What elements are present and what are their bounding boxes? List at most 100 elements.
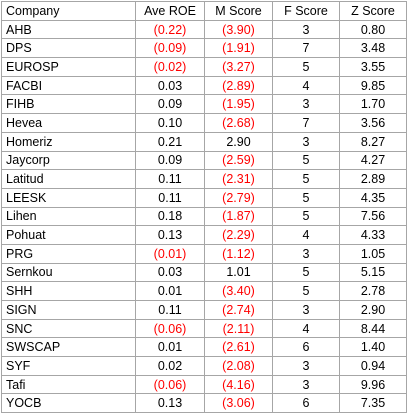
f-score-cell[interactable]: 7 — [272, 38, 340, 59]
m-score-cell[interactable]: (3.40) — [204, 281, 273, 301]
ave-roe-cell[interactable]: 0.11 — [135, 169, 205, 189]
m-score-cell[interactable]: (2.08) — [204, 356, 273, 376]
m-score-cell[interactable]: (2.89) — [204, 75, 273, 96]
z-score-cell[interactable]: 2.90 — [339, 300, 407, 320]
m-score-cell[interactable]: (3.27) — [204, 57, 273, 77]
m-score-cell[interactable]: 2.90 — [204, 131, 273, 152]
z-score-cell[interactable]: 0.80 — [339, 19, 407, 40]
f-score-cell[interactable]: 4 — [272, 75, 340, 96]
company-cell[interactable]: Jaycorp — [1, 150, 136, 171]
f-score-cell[interactable]: 5 — [272, 57, 340, 77]
z-score-cell[interactable]: 5.15 — [339, 262, 407, 283]
ave-roe-cell[interactable]: 0.18 — [135, 206, 205, 227]
z-score-cell[interactable]: 7.35 — [339, 393, 407, 413]
f-score-cell[interactable]: 3 — [272, 374, 340, 395]
company-cell[interactable]: Hevea — [1, 113, 136, 133]
header-z-score[interactable]: Z Score — [339, 1, 407, 21]
z-score-cell[interactable]: 1.40 — [339, 337, 407, 358]
z-score-cell[interactable]: 4.35 — [339, 187, 407, 208]
ave-roe-cell[interactable]: 0.01 — [135, 281, 205, 301]
m-score-cell[interactable]: (3.06) — [204, 393, 273, 413]
f-score-cell[interactable]: 3 — [272, 131, 340, 152]
f-score-cell[interactable]: 6 — [272, 337, 340, 358]
m-score-cell[interactable]: 1.01 — [204, 262, 273, 283]
company-cell[interactable]: AHB — [1, 19, 136, 40]
z-score-cell[interactable]: 3.48 — [339, 38, 407, 59]
m-score-cell[interactable]: (2.79) — [204, 187, 273, 208]
company-cell[interactable]: SHH — [1, 281, 136, 301]
ave-roe-cell[interactable]: 0.03 — [135, 75, 205, 96]
f-score-cell[interactable]: 3 — [272, 94, 340, 115]
f-score-cell[interactable]: 3 — [272, 356, 340, 376]
z-score-cell[interactable]: 1.05 — [339, 243, 407, 264]
ave-roe-cell[interactable]: 0.02 — [135, 356, 205, 376]
m-score-cell[interactable]: (1.87) — [204, 206, 273, 227]
m-score-cell[interactable]: (2.61) — [204, 337, 273, 358]
m-score-cell[interactable]: (2.31) — [204, 169, 273, 189]
m-score-cell[interactable]: (1.91) — [204, 38, 273, 59]
m-score-cell[interactable]: (2.29) — [204, 225, 273, 245]
m-score-cell[interactable]: (1.12) — [204, 243, 273, 264]
f-score-cell[interactable]: 3 — [272, 243, 340, 264]
company-cell[interactable]: Homeriz — [1, 131, 136, 152]
header-ave-roe[interactable]: Ave ROE — [135, 1, 205, 21]
company-cell[interactable]: EUROSP — [1, 57, 136, 77]
z-score-cell[interactable]: 9.96 — [339, 374, 407, 395]
ave-roe-cell[interactable]: 0.09 — [135, 94, 205, 115]
f-score-cell[interactable]: 5 — [272, 281, 340, 301]
f-score-cell[interactable]: 5 — [272, 150, 340, 171]
company-cell[interactable]: SIGN — [1, 300, 136, 320]
z-score-cell[interactable]: 4.27 — [339, 150, 407, 171]
company-cell[interactable]: SNC — [1, 318, 136, 339]
ave-roe-cell[interactable]: (0.09) — [135, 38, 205, 59]
ave-roe-cell[interactable]: 0.01 — [135, 337, 205, 358]
company-cell[interactable]: Sernkou — [1, 262, 136, 283]
m-score-cell[interactable]: (4.16) — [204, 374, 273, 395]
m-score-cell[interactable]: (3.90) — [204, 19, 273, 40]
company-cell[interactable]: SWSCAP — [1, 337, 136, 358]
z-score-cell[interactable]: 3.56 — [339, 113, 407, 133]
ave-roe-cell[interactable]: (0.01) — [135, 243, 205, 264]
f-score-cell[interactable]: 5 — [272, 206, 340, 227]
m-score-cell[interactable]: (2.68) — [204, 113, 273, 133]
ave-roe-cell[interactable]: (0.22) — [135, 19, 205, 40]
ave-roe-cell[interactable]: 0.11 — [135, 300, 205, 320]
ave-roe-cell[interactable]: 0.11 — [135, 187, 205, 208]
header-f-score[interactable]: F Score — [272, 1, 340, 21]
ave-roe-cell[interactable]: 0.21 — [135, 131, 205, 152]
ave-roe-cell[interactable]: 0.10 — [135, 113, 205, 133]
company-cell[interactable]: DPS — [1, 38, 136, 59]
header-company[interactable]: Company — [1, 1, 136, 21]
ave-roe-cell[interactable]: (0.02) — [135, 57, 205, 77]
f-score-cell[interactable]: 5 — [272, 187, 340, 208]
f-score-cell[interactable]: 3 — [272, 19, 340, 40]
company-cell[interactable]: YOCB — [1, 393, 136, 413]
z-score-cell[interactable]: 0.94 — [339, 356, 407, 376]
f-score-cell[interactable]: 7 — [272, 113, 340, 133]
company-cell[interactable]: Latitud — [1, 169, 136, 189]
m-score-cell[interactable]: (1.95) — [204, 94, 273, 115]
ave-roe-cell[interactable]: 0.13 — [135, 225, 205, 245]
ave-roe-cell[interactable]: (0.06) — [135, 374, 205, 395]
company-cell[interactable]: LEESK — [1, 187, 136, 208]
f-score-cell[interactable]: 4 — [272, 318, 340, 339]
z-score-cell[interactable]: 1.70 — [339, 94, 407, 115]
z-score-cell[interactable]: 2.78 — [339, 281, 407, 301]
z-score-cell[interactable]: 3.55 — [339, 57, 407, 77]
z-score-cell[interactable]: 7.56 — [339, 206, 407, 227]
company-cell[interactable]: Pohuat — [1, 225, 136, 245]
z-score-cell[interactable]: 2.89 — [339, 169, 407, 189]
company-cell[interactable]: PRG — [1, 243, 136, 264]
company-cell[interactable]: Tafi — [1, 374, 136, 395]
company-cell[interactable]: FACBI — [1, 75, 136, 96]
z-score-cell[interactable]: 8.27 — [339, 131, 407, 152]
f-score-cell[interactable]: 3 — [272, 300, 340, 320]
company-cell[interactable]: Lihen — [1, 206, 136, 227]
header-m-score[interactable]: M Score — [204, 1, 273, 21]
f-score-cell[interactable]: 5 — [272, 262, 340, 283]
ave-roe-cell[interactable]: 0.03 — [135, 262, 205, 283]
f-score-cell[interactable]: 6 — [272, 393, 340, 413]
m-score-cell[interactable]: (2.59) — [204, 150, 273, 171]
company-cell[interactable]: SYF — [1, 356, 136, 376]
f-score-cell[interactable]: 5 — [272, 169, 340, 189]
